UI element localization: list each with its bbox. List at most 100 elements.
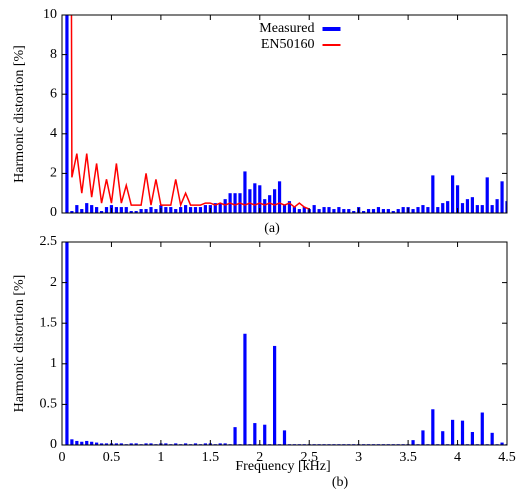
bar: [233, 427, 237, 445]
bar: [114, 207, 118, 213]
bar: [134, 443, 138, 445]
x-tick-label: 2: [256, 450, 263, 465]
bar: [470, 197, 474, 213]
bar: [104, 443, 109, 445]
bar: [193, 443, 198, 445]
bar: [322, 207, 326, 213]
bar: [302, 207, 306, 213]
bar: [248, 189, 252, 213]
bar: [213, 203, 217, 213]
bar: [134, 211, 138, 213]
bar: [292, 207, 296, 213]
bar: [129, 211, 133, 213]
bar: [490, 432, 494, 445]
y-tick-label: 1.5: [40, 315, 58, 330]
bar: [495, 199, 499, 213]
bar: [184, 443, 188, 445]
y-tick-label: 8: [50, 47, 57, 62]
bar: [500, 442, 504, 445]
x-tick-label: 4.5: [498, 450, 516, 465]
bar: [179, 207, 183, 213]
bar: [129, 443, 133, 445]
bar: [99, 443, 104, 445]
bar: [485, 177, 489, 213]
bar: [184, 205, 188, 213]
bar: [362, 211, 366, 213]
bar: [174, 443, 178, 445]
bar: [218, 203, 222, 213]
bar: [470, 432, 474, 445]
bar: [80, 441, 84, 445]
bar: [124, 207, 128, 213]
y-axis-label: Harmonic distortion [%]: [12, 275, 27, 413]
plot-area: [65, 15, 507, 213]
y-tick-label: 2: [50, 275, 57, 290]
bar: [451, 419, 455, 445]
bar: [95, 442, 99, 445]
bar: [164, 207, 168, 213]
bar: [203, 443, 207, 445]
bar: [80, 209, 84, 213]
bar: [104, 207, 109, 213]
bar: [490, 205, 494, 213]
bar: [317, 209, 321, 213]
bar: [144, 209, 148, 213]
x-tick-label: 0.5: [103, 450, 121, 465]
x-axis-label: Frequency [kHz]: [235, 459, 330, 474]
bar: [381, 209, 385, 213]
bar: [273, 189, 277, 213]
x-tick-label: 4: [454, 450, 461, 465]
bar: [451, 175, 455, 213]
bar: [268, 195, 272, 213]
bar: [223, 443, 227, 445]
bar: [347, 209, 351, 213]
y-tick-label: 10: [43, 7, 57, 22]
bar: [332, 209, 336, 213]
bar: [431, 175, 435, 213]
bar: [174, 209, 178, 213]
bar: [85, 440, 89, 445]
x-tick-label: 3: [355, 450, 362, 465]
x-tick-label: 2.5: [300, 450, 318, 465]
bar: [203, 205, 207, 213]
bar: [65, 242, 69, 445]
y-tick-label: 6: [50, 86, 57, 101]
bar: [233, 193, 237, 213]
bar: [441, 431, 445, 445]
bar: [475, 205, 479, 213]
bar: [297, 209, 301, 213]
bar: [441, 203, 445, 213]
bar: [70, 211, 74, 213]
bar: [366, 209, 371, 213]
bar: [149, 443, 153, 445]
caption: (b): [332, 475, 349, 490]
y-tick-label: 0: [50, 437, 57, 452]
bar: [431, 409, 435, 445]
bar: [460, 420, 465, 445]
limit-line: [70, 15, 310, 210]
bar: [401, 207, 405, 213]
y-axis-label: Harmonic distortion [%]: [12, 45, 27, 183]
axes-frame: [61, 14, 508, 214]
bar: [70, 439, 74, 445]
bar: [411, 440, 415, 445]
bar: [436, 207, 440, 213]
bar: [386, 209, 390, 213]
bar: [480, 205, 484, 213]
bar: [253, 183, 257, 213]
bar: [337, 207, 341, 213]
bar: [327, 207, 331, 213]
legend-label: Measured: [259, 21, 314, 36]
bar: [243, 333, 247, 445]
bar: [426, 207, 430, 213]
x-tick-label: 3.5: [399, 450, 417, 465]
bar: [75, 440, 79, 445]
bar: [505, 201, 507, 213]
bar: [421, 430, 425, 445]
bar: [480, 412, 484, 445]
bar: [465, 199, 470, 213]
bar: [263, 199, 267, 213]
bar: [243, 171, 247, 213]
legend-label: EN50160: [261, 37, 315, 52]
